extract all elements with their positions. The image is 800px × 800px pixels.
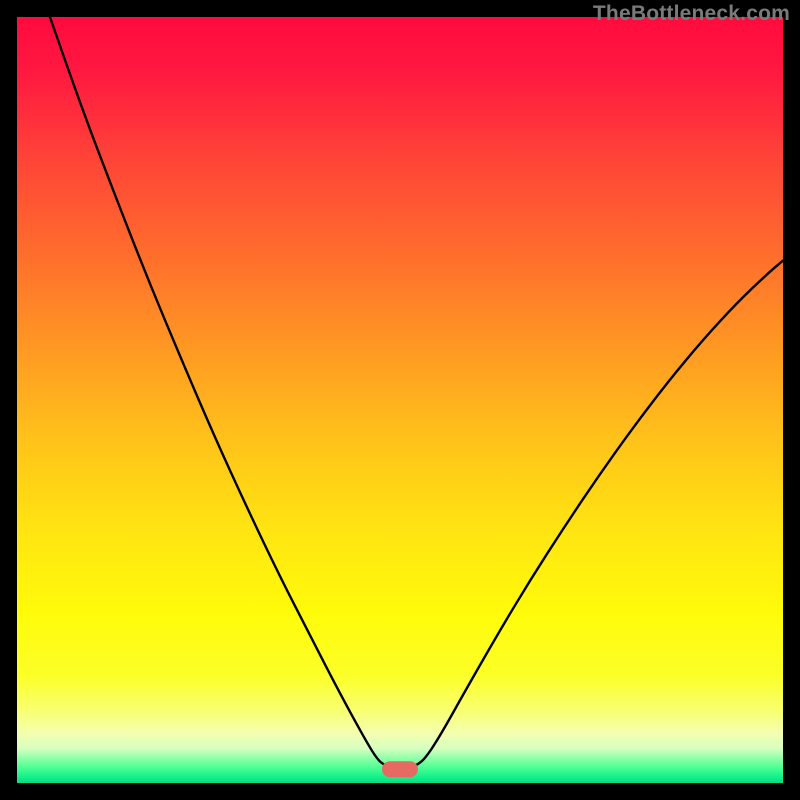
chart-svg xyxy=(0,0,800,800)
plot-gradient xyxy=(17,17,783,783)
chart-root: TheBottleneck.com xyxy=(0,0,800,800)
watermark-text: TheBottleneck.com xyxy=(593,2,790,26)
valley-marker xyxy=(382,761,418,777)
